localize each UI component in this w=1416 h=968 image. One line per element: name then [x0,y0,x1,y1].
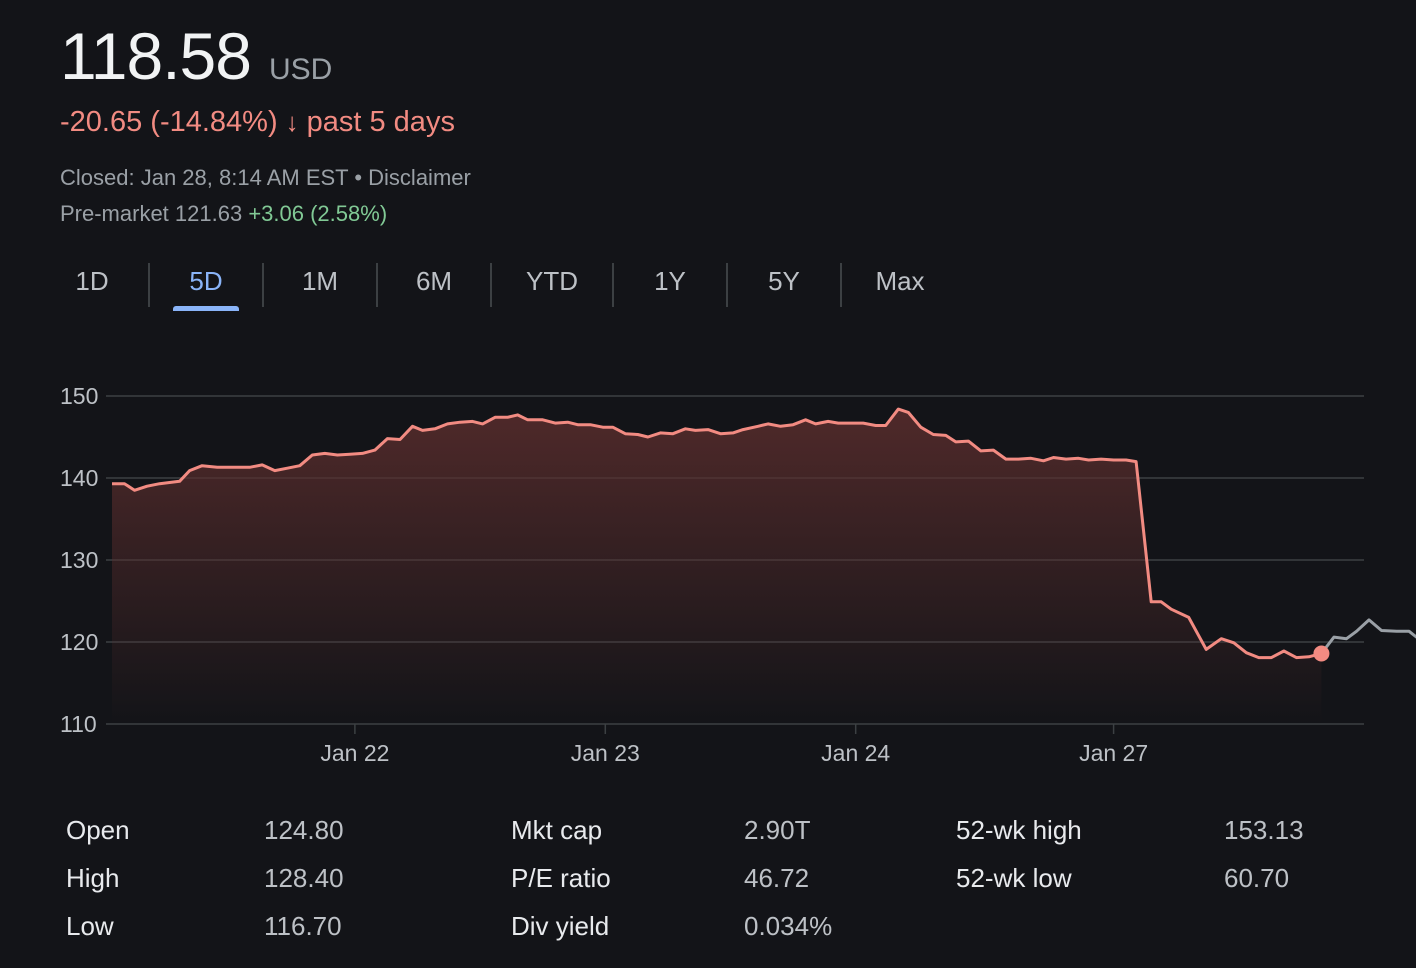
x-tick-label: Jan 27 [1079,740,1148,766]
y-tick-label: 120 [60,629,98,655]
closed-text: Closed: Jan 28, 8:14 AM EST [60,165,349,190]
tab-divider [490,263,492,307]
premarket-change: +3.06 (2.58%) [248,201,388,226]
stat-label-52wk-high: 52-wk high [956,814,1082,845]
stat-label-div-yield: Div yield [511,910,610,941]
disclaimer-link[interactable]: Disclaimer [368,165,471,190]
price-area-fill [112,409,1322,724]
stat-label-mkt-cap: Mkt cap [511,814,603,845]
tab-ytd[interactable]: YTD [526,266,578,296]
change-period: past 5 days [306,106,455,138]
tab-max[interactable]: Max [875,266,925,296]
tab-6m[interactable]: 6M [415,266,453,296]
stat-label-52wk-low: 52-wk low [956,862,1072,893]
stat-label-open: Open [66,814,130,845]
stat-value-mkt-cap: 2.90T [744,814,811,845]
arrow-down-icon: ↓ [285,107,299,137]
y-tick-label: 130 [60,547,98,573]
y-tick-label: 110 [60,711,97,737]
market-status: Closed: Jan 28, 8:14 AM EST • Disclaimer [60,165,471,191]
stat-value-div-yield: 0.034% [744,910,833,941]
stat-label-low: Low [66,910,114,941]
change-value: -20.65 (-14.84%) [60,106,278,138]
x-tick-label: Jan 24 [821,740,890,766]
tab-divider [612,263,614,307]
stat-value-pe-ratio: 46.72 [744,862,810,893]
stat-value-low: 116.70 [264,910,342,941]
tab-divider [840,263,842,307]
tab-1d[interactable]: 1D [75,266,109,296]
stat-value-52wk-high: 153.13 [1224,814,1304,845]
stat-value-52wk-low: 60.70 [1224,862,1290,893]
tab-divider [376,263,378,307]
tab-5y[interactable]: 5Y [768,266,800,296]
tab-divider [726,263,728,307]
range-tabs: 1D 5D 1M 6M YTD 1Y 5Y Max [36,258,958,312]
tab-5d[interactable]: 5D [150,258,262,304]
tab-divider [148,263,150,307]
price-chart[interactable]: 150 140 130 120 110 Jan 22 Jan 23 Jan 24 Jan 27 [0,370,1416,780]
stat-value-open: 124.80 [264,814,344,845]
premarket-label: Pre-market 121.63 [60,201,243,226]
tab-1m[interactable]: 1M [301,266,339,296]
premarket-info: Pre-market 121.63 +3.06 (2.58%) [60,201,387,227]
stat-label-high: High [66,862,120,893]
y-tick-label: 140 [60,465,98,491]
tab-divider [262,263,264,307]
premarket-line [1320,618,1416,655]
x-tick-label: Jan 23 [571,740,640,766]
price-change: -20.65 (-14.84%) ↓ past 5 days [60,106,455,139]
tab-1y[interactable]: 1Y [654,266,686,296]
current-price: 118.58 [60,19,252,93]
currency-label: USD [268,53,333,86]
price-header: 118.58 USD [60,18,332,94]
stat-label-pe-ratio: P/E ratio [511,862,611,893]
close-marker [1313,645,1330,662]
x-tick-label: Jan 22 [320,740,389,766]
price-line [112,407,1322,660]
separator: • [354,165,363,190]
stat-value-high: 128.40 [264,862,344,893]
y-tick-label: 150 [60,383,98,409]
